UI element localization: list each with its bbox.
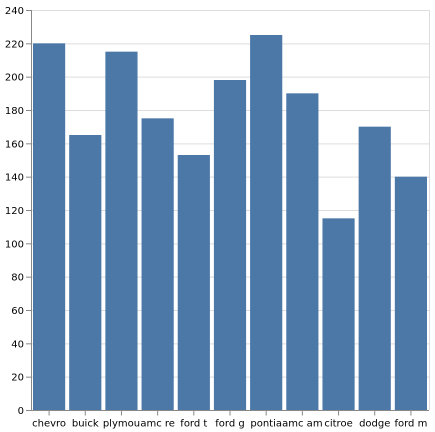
y-tick-label: 60 <box>11 306 24 317</box>
x-tick-label: amc re <box>140 419 175 430</box>
bar <box>286 93 319 410</box>
y-tick-label: 140 <box>5 173 24 184</box>
x-tick-label: dodge <box>359 419 390 430</box>
x-tick-label: ford g <box>215 419 244 430</box>
y-tick-label: 20 <box>11 373 24 384</box>
x-tick-label: citroe <box>324 419 352 430</box>
x-tick-label: chevro <box>32 419 66 430</box>
bar <box>141 118 174 410</box>
x-tick-label: ford m <box>394 419 427 430</box>
bar <box>358 126 391 411</box>
bar <box>213 80 247 410</box>
bar <box>322 218 355 410</box>
x-tick-label: ford t <box>180 419 207 430</box>
bar <box>394 176 427 410</box>
y-tick-label: 80 <box>11 273 24 284</box>
y-tick-label: 200 <box>5 73 24 84</box>
y-axis: 0 20 40 60 80 100 120 140 160 180 200 220 240 <box>5 6 32 417</box>
bars <box>33 35 427 411</box>
bar <box>250 35 283 410</box>
x-axis: chevro buick plymou amc re ford t ford g ponti… <box>31 410 429 430</box>
y-tick-label: 160 <box>5 139 24 150</box>
x-tick-label: buick <box>72 419 99 430</box>
y-tick-label: 120 <box>5 206 24 217</box>
x-tick-label: amc am <box>282 419 322 430</box>
y-tick-label: 220 <box>5 39 24 50</box>
y-tick-label: 180 <box>5 106 24 117</box>
bar <box>177 155 210 410</box>
bar <box>69 135 102 410</box>
y-tick-label: 100 <box>5 239 24 250</box>
y-tick-label: 0 <box>18 406 24 417</box>
x-tick-label: plymou <box>103 419 140 430</box>
bar <box>33 43 66 410</box>
x-tick-label: pontia <box>250 419 282 430</box>
y-tick-label: 40 <box>11 339 24 350</box>
y-tick-label: 240 <box>5 6 24 17</box>
bar <box>105 51 138 411</box>
